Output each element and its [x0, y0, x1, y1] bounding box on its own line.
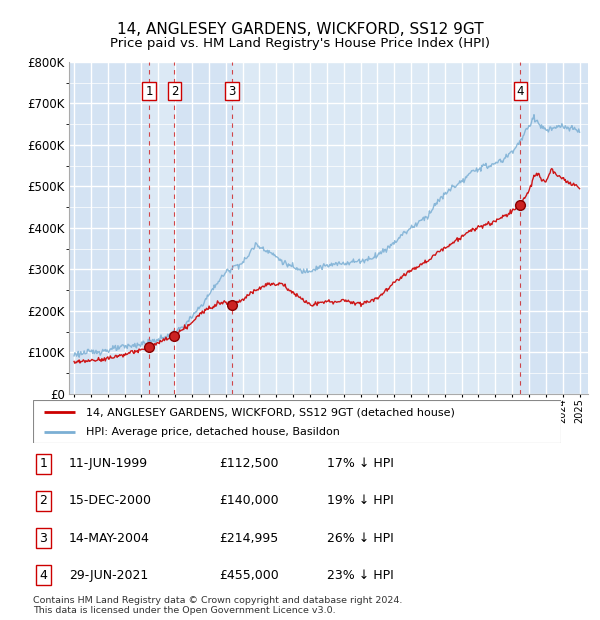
- Text: HPI: Average price, detached house, Basildon: HPI: Average price, detached house, Basi…: [86, 427, 340, 438]
- Bar: [232, 62, 520, 394]
- Bar: [69, 62, 149, 394]
- Text: 1: 1: [145, 84, 153, 97]
- Text: 29-JUN-2021: 29-JUN-2021: [69, 569, 148, 582]
- Text: 14, ANGLESEY GARDENS, WICKFORD, SS12 9GT (detached house): 14, ANGLESEY GARDENS, WICKFORD, SS12 9GT…: [86, 407, 455, 417]
- Text: 1: 1: [39, 458, 47, 470]
- Text: 4: 4: [39, 569, 47, 582]
- Text: £140,000: £140,000: [219, 495, 278, 507]
- Text: 3: 3: [228, 84, 236, 97]
- Text: 15-DEC-2000: 15-DEC-2000: [69, 495, 152, 507]
- Text: 2: 2: [39, 495, 47, 507]
- Text: £455,000: £455,000: [219, 569, 279, 582]
- Text: £112,500: £112,500: [219, 458, 278, 470]
- Text: 4: 4: [517, 84, 524, 97]
- Text: 2: 2: [171, 84, 178, 97]
- Bar: [175, 62, 232, 394]
- Text: 23% ↓ HPI: 23% ↓ HPI: [327, 569, 394, 582]
- Text: Contains HM Land Registry data © Crown copyright and database right 2024.
This d: Contains HM Land Registry data © Crown c…: [33, 596, 403, 615]
- Text: 14, ANGLESEY GARDENS, WICKFORD, SS12 9GT: 14, ANGLESEY GARDENS, WICKFORD, SS12 9GT: [116, 22, 484, 37]
- Text: 11-JUN-1999: 11-JUN-1999: [69, 458, 148, 470]
- Bar: [520, 62, 588, 394]
- Text: 14-MAY-2004: 14-MAY-2004: [69, 532, 150, 544]
- Bar: [149, 62, 175, 394]
- Text: 3: 3: [39, 532, 47, 544]
- Text: 17% ↓ HPI: 17% ↓ HPI: [327, 458, 394, 470]
- Text: 26% ↓ HPI: 26% ↓ HPI: [327, 532, 394, 544]
- Text: 19% ↓ HPI: 19% ↓ HPI: [327, 495, 394, 507]
- Text: £214,995: £214,995: [219, 532, 278, 544]
- Text: Price paid vs. HM Land Registry's House Price Index (HPI): Price paid vs. HM Land Registry's House …: [110, 37, 490, 50]
